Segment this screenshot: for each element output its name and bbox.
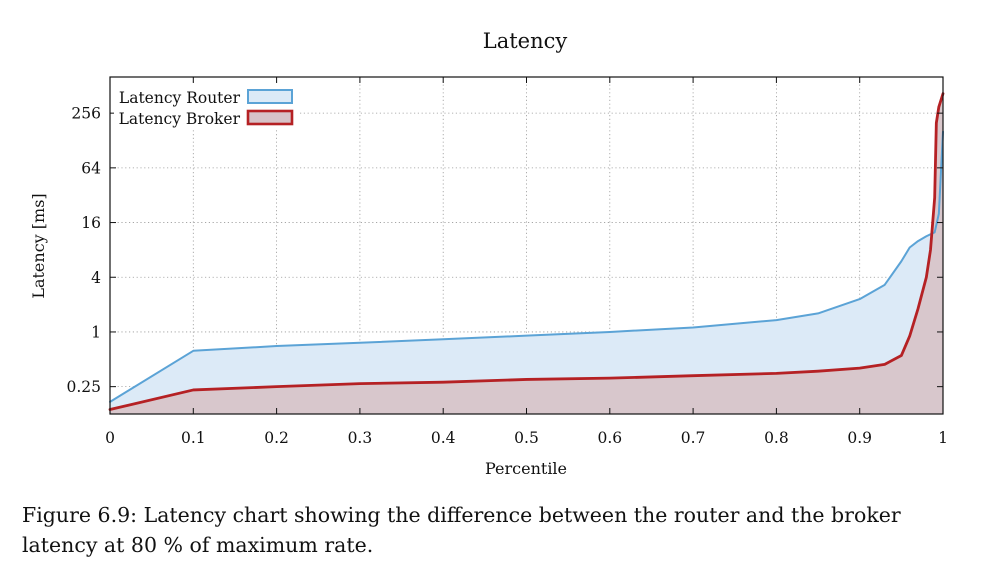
series-area-router [110, 131, 943, 414]
y-tick-label: 0.25 [66, 378, 101, 396]
y-tick-label: 1 [91, 323, 101, 341]
series-line-broker [108, 92, 945, 411]
y-tick-label: 64 [81, 159, 101, 177]
legend-entry-router: Latency Router [119, 89, 293, 107]
x-tick-label: 0.6 [597, 429, 622, 447]
x-tick-label: 1 [938, 429, 948, 447]
legend-swatch-router [247, 89, 293, 104]
x-axis-tick-labels: 0 0.1 0.2 0.3 0.4 0.5 0.6 0.7 0.8 0.9 1 [105, 429, 948, 447]
x-tick-label: 0.8 [764, 429, 789, 447]
x-tick-label: 0 [105, 429, 115, 447]
x-tick-label: 0.3 [348, 429, 373, 447]
series-line-router [109, 130, 944, 403]
x-tick-label: 0.1 [181, 429, 206, 447]
figure-caption: Figure 6.9: Latency chart showing the di… [22, 503, 901, 557]
legend-label-broker: Latency Broker [119, 110, 241, 128]
x-tick-label: 0.9 [847, 429, 872, 447]
legend-label-router: Latency Router [119, 89, 241, 107]
chart-title: Latency [483, 29, 568, 53]
x-tick-label: 0.5 [514, 429, 539, 447]
legend-entry-broker: Latency Broker [119, 109, 294, 128]
latency-chart: Latency 0 0.1 0.2 0.3 0.4 0.5 0.6 0.7 0.8 0.9 1 0.… [29, 29, 948, 478]
chart-legend: Latency Router Latency Broker [114, 84, 300, 130]
series-area-broker [110, 93, 943, 415]
axis-ticks [109, 77, 944, 414]
series-lines [108, 92, 945, 411]
y-tick-label: 4 [91, 269, 101, 287]
series-areas [110, 93, 943, 415]
x-tick-label: 0.7 [681, 429, 706, 447]
x-tick-label: 0.2 [264, 429, 289, 447]
y-tick-label: 16 [81, 214, 101, 232]
x-axis-label: Percentile [485, 459, 567, 478]
legend-swatch-broker [246, 109, 294, 126]
y-axis-tick-labels: 0.25 1 4 16 64 256 [66, 105, 101, 396]
y-axis-label: Latency [ms] [29, 193, 48, 298]
y-tick-label: 256 [71, 105, 101, 123]
x-tick-label: 0.4 [431, 429, 456, 447]
